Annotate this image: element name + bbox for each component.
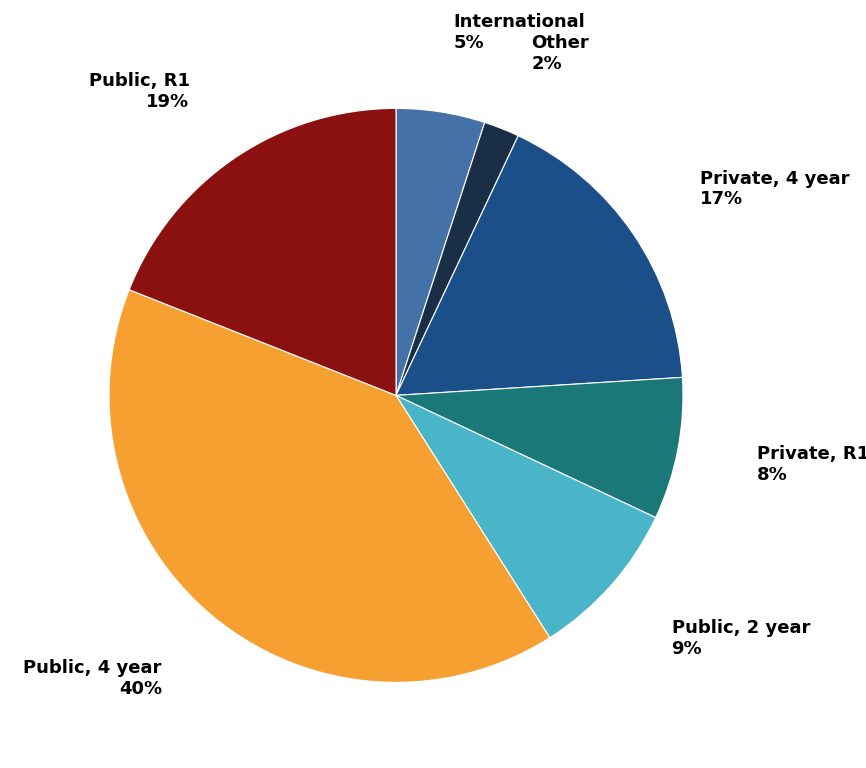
Wedge shape	[396, 108, 485, 396]
Wedge shape	[129, 108, 396, 396]
Text: Private, R1
8%: Private, R1 8%	[757, 445, 866, 484]
Text: International
5%: International 5%	[454, 13, 585, 52]
Wedge shape	[109, 290, 550, 682]
Text: Other
2%: Other 2%	[531, 35, 589, 73]
Text: Private, 4 year
17%: Private, 4 year 17%	[700, 170, 850, 208]
Wedge shape	[396, 136, 682, 396]
Text: Public, 4 year
40%: Public, 4 year 40%	[23, 659, 162, 698]
Wedge shape	[396, 377, 683, 518]
Text: Public, R1
19%: Public, R1 19%	[88, 72, 190, 111]
Wedge shape	[396, 122, 518, 396]
Wedge shape	[396, 396, 656, 637]
Text: Public, 2 year
9%: Public, 2 year 9%	[671, 619, 810, 657]
